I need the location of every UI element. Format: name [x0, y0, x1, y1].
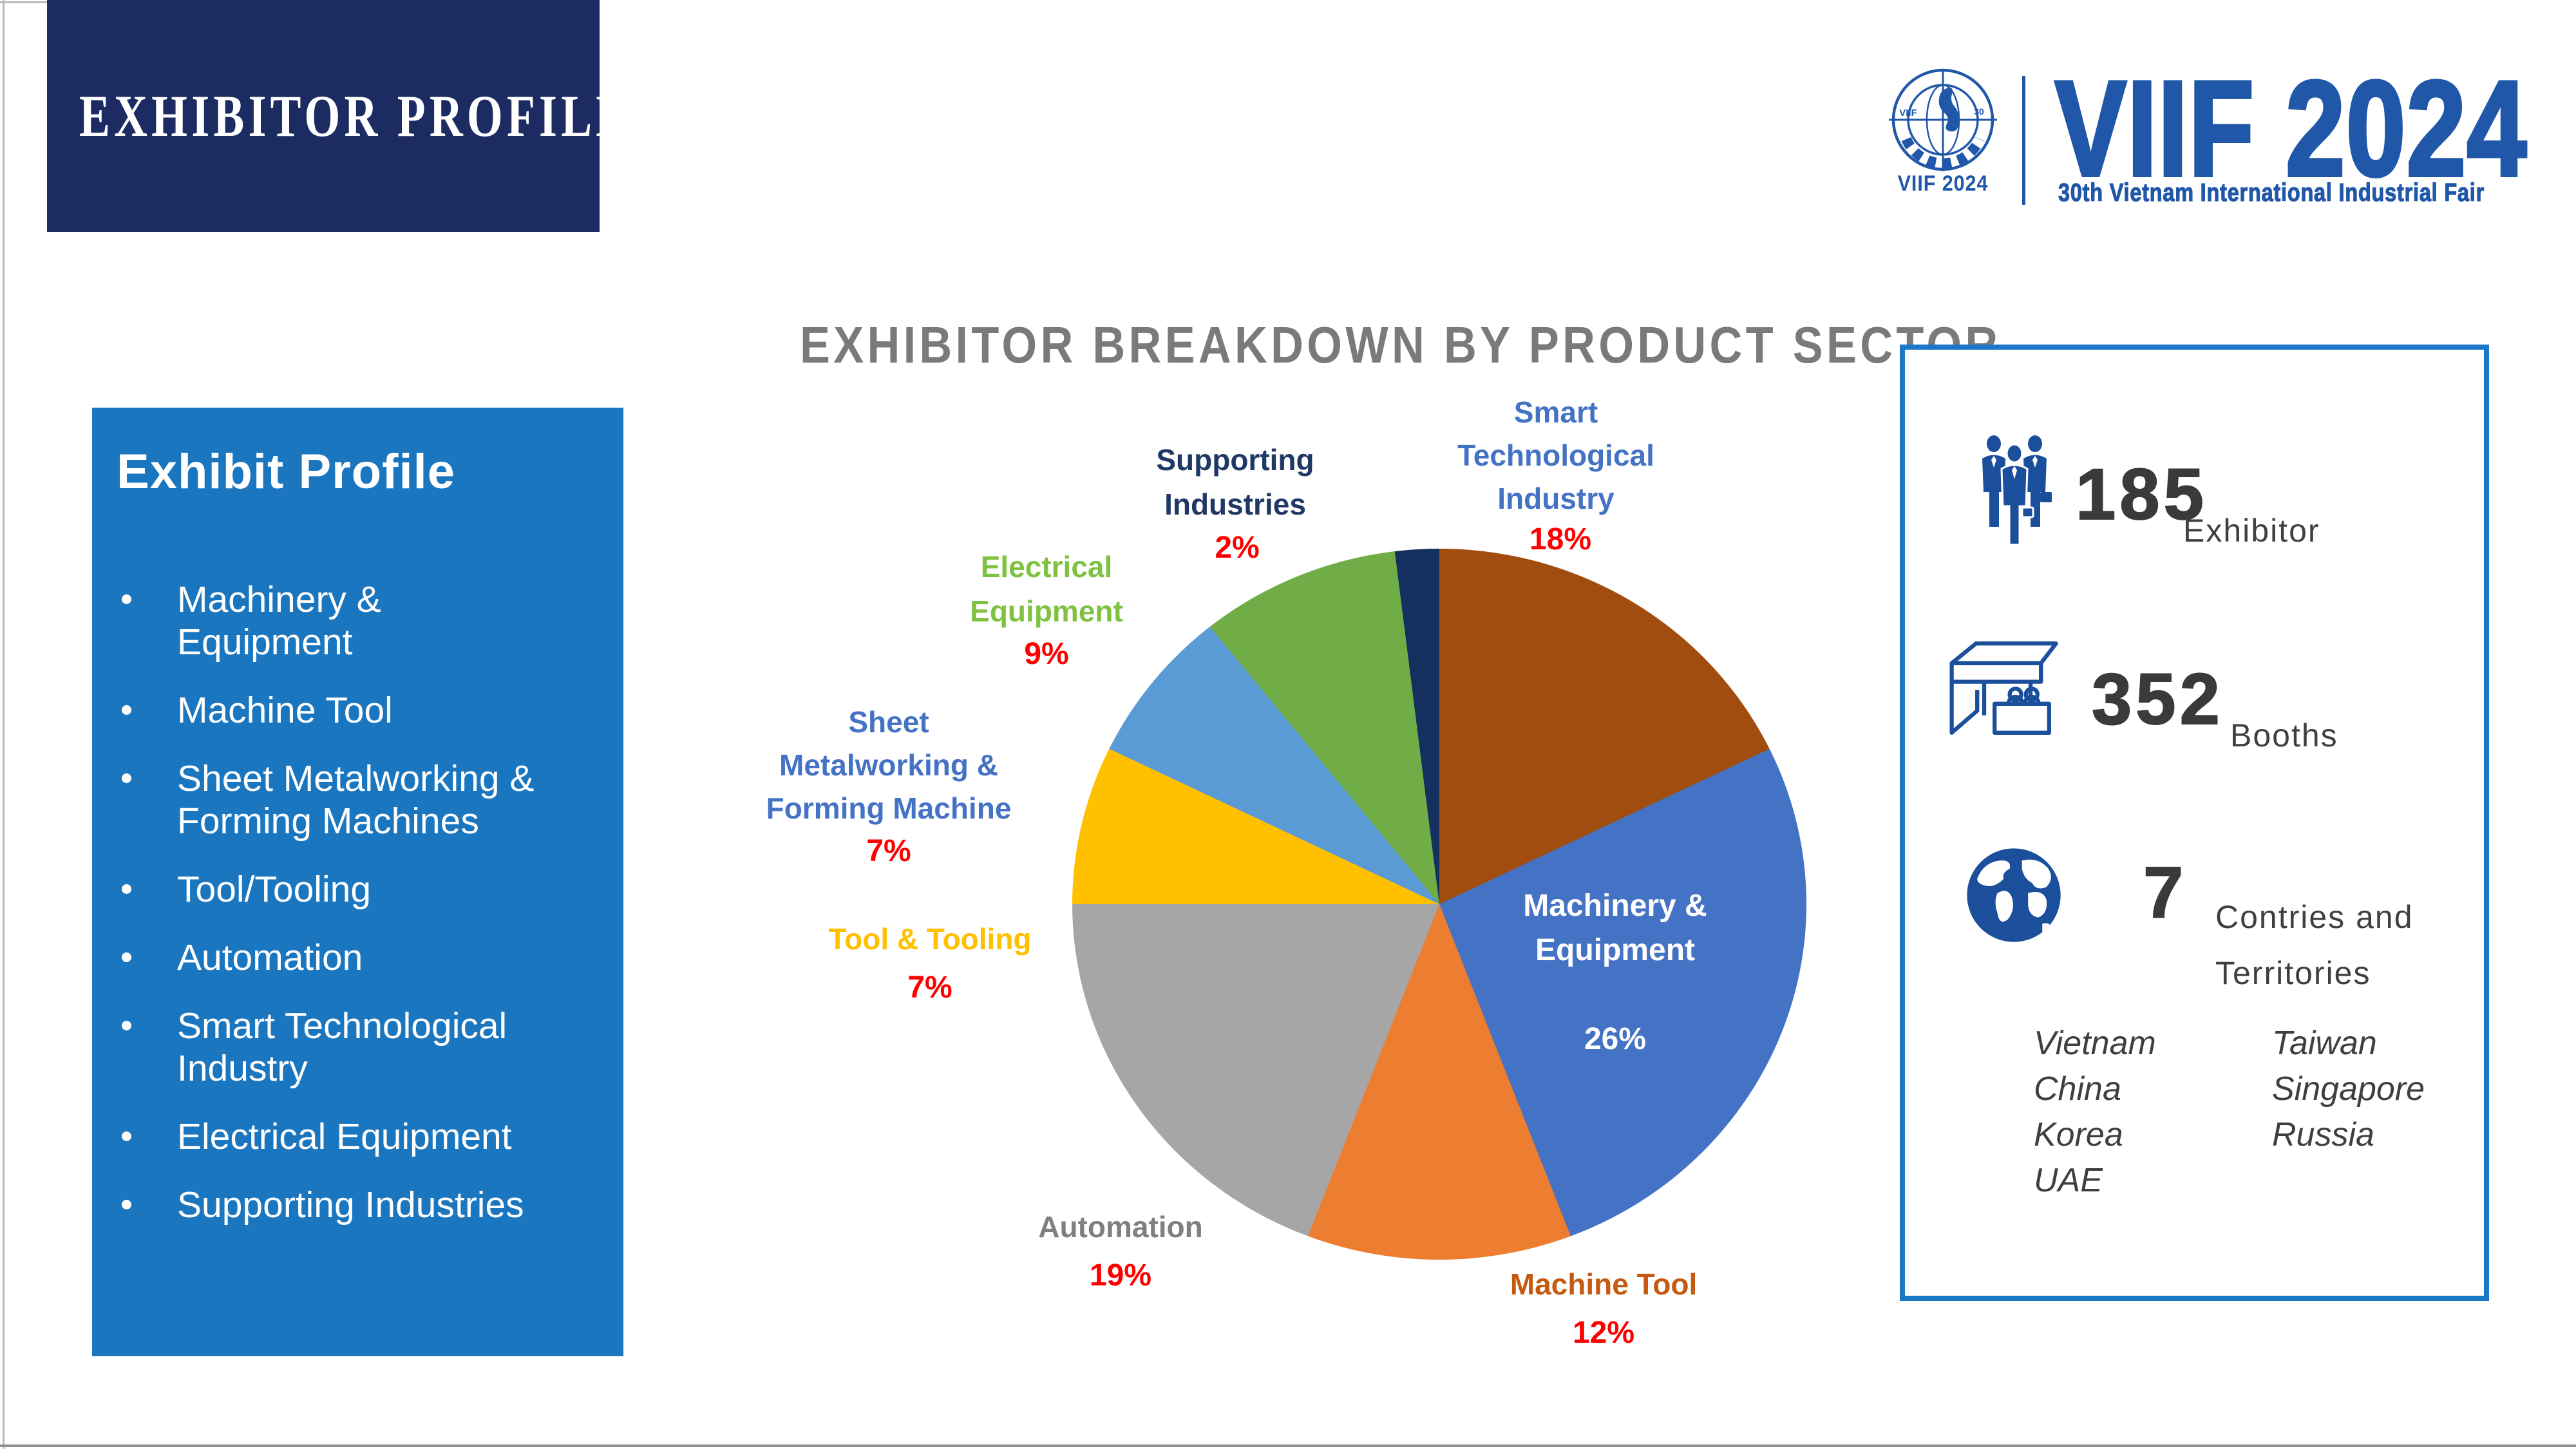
exhibitor-count: 185	[2075, 453, 2208, 535]
viif-emblem-icon: VIIF 30	[1889, 68, 1997, 171]
emblem-text-30: 30	[1974, 106, 1984, 117]
pie-label-machine-tool: Machine Tool	[1510, 1267, 1698, 1301]
pie-pct-tool-tooling: 7%	[907, 971, 952, 1005]
pie-label-automation: Automation	[1038, 1210, 1203, 1244]
countries-column-left: Vietnam China Korea UAE	[2034, 1025, 2156, 1199]
slide-edge-bottom	[0, 1444, 2576, 1447]
stats-panel: 185 Exhibitor 352 Booths	[1900, 345, 2489, 1301]
slide-edge-top	[0, 1, 49, 3]
logo-emblem-caption: VIIF 2024	[1897, 171, 1989, 196]
pie-pct-supporting-industries: 2%	[1215, 531, 1260, 565]
pie-pct-machinery-equipment: 26%	[1584, 1022, 1647, 1056]
sidebar-item-smart-technological-industry: Smart Technological Industry	[115, 1005, 579, 1090]
pie-pct-automation: 19%	[1089, 1258, 1152, 1293]
pie-label-machinery-equipment: Machinery & Equipment 26%	[1486, 839, 1744, 1106]
booth-count: 352	[2091, 658, 2224, 740]
sidebar-item-sheet-metalworking: Sheet Metalworking & Forming Machines	[115, 757, 579, 842]
business-people-icon	[1982, 435, 2052, 546]
pie-label-electrical-equipment: Electrical Equipment	[970, 550, 1123, 628]
pie-label-machinery-equipment-text: Machinery & Equipment	[1523, 889, 1707, 967]
globe-icon	[1967, 848, 2061, 942]
sidebar-panel: Exhibit Profile Machinery & Equipment Ma…	[92, 408, 623, 1356]
country-count: 7	[2143, 851, 2188, 933]
pie-label-tool-tooling: Tool & Tooling	[828, 922, 1032, 956]
logo-wordmark: VIIF 2024	[2054, 53, 2528, 204]
sidebar-title: Exhibit Profile	[117, 444, 455, 499]
logo-tagline: 30th Vietnam International Industrial Fa…	[2058, 178, 2485, 207]
slide-edge-left	[3, 0, 5, 1449]
pie-pct-sheet-metalworking: 7%	[866, 834, 911, 868]
pie-label-smart-technological-industry: Smart Technological Industry	[1457, 395, 1654, 515]
exhibitor-label: Exhibitor	[2183, 513, 2320, 549]
pie-pct-electrical-equipment: 9%	[1024, 637, 1069, 671]
pie-label-sheet-metalworking: Sheet Metalworking & Forming Machine	[766, 705, 1012, 825]
sidebar-item-tool-tooling: Tool/Tooling	[115, 868, 579, 911]
pie-label-supporting-industries: Supporting Industries	[1156, 443, 1314, 521]
sidebar-item-automation: Automation	[115, 936, 579, 979]
chart-title: EXHIBITOR BREAKDOWN BY PRODUCT SECTOR	[800, 316, 2002, 374]
banner-title: EXHIBITOR PROFILE	[79, 83, 631, 149]
emblem-text-viif: VIIF	[1899, 108, 1917, 118]
logo-divider-line	[2022, 76, 2025, 205]
exhibition-booth-icon	[1949, 641, 2058, 735]
sidebar-item-supporting-industries: Supporting Industries	[115, 1184, 579, 1226]
pie-chart	[1072, 549, 1806, 1260]
sidebar-item-machinery-equipment: Machinery & Equipment	[115, 578, 579, 663]
pie-pct-smart-technological-industry: 18%	[1529, 522, 1592, 556]
banner: EXHIBITOR PROFILE	[47, 0, 627, 232]
sidebar-item-machine-tool: Machine Tool	[115, 689, 579, 732]
pie-pct-machine-tool: 12%	[1572, 1316, 1635, 1350]
country-label: Contries and Territories	[2215, 899, 2414, 991]
booth-label: Booths	[2230, 717, 2338, 753]
sidebar-list: Machinery & Equipment Machine Tool Sheet…	[115, 578, 579, 1252]
countries-column-right: Taiwan Singapore Russia	[2272, 1025, 2425, 1153]
sidebar-item-electrical-equipment: Electrical Equipment	[115, 1115, 579, 1158]
